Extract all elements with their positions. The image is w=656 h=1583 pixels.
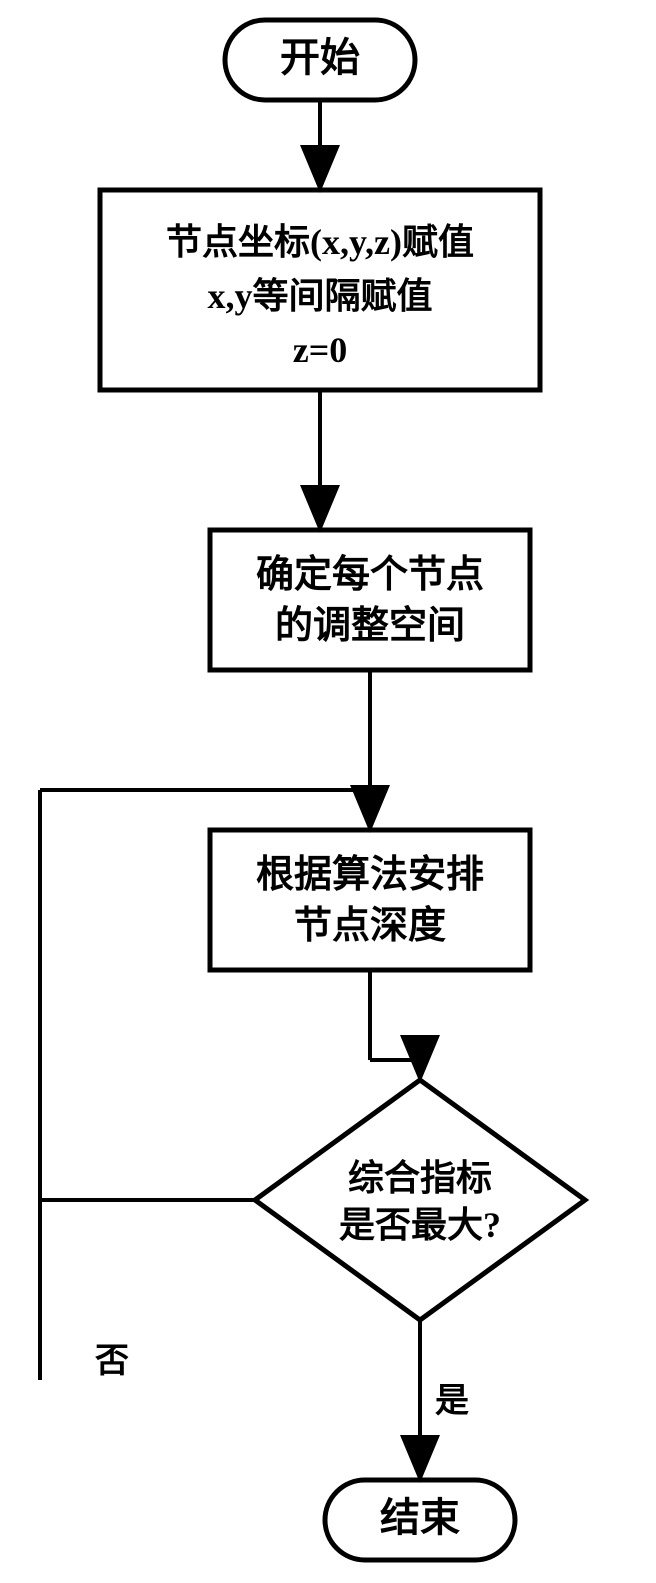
end-label: 结束 bbox=[325, 1492, 515, 1544]
decision-label: 综合指标 是否最大? bbox=[280, 1155, 560, 1249]
init-label: 节点坐标(x,y,z)赋值 x,y等间隔赋值 z=0 bbox=[100, 215, 540, 377]
depth-label: 根据算法安排 节点深度 bbox=[210, 850, 530, 953]
no-label: 否 bbox=[95, 1340, 155, 1384]
start-label: 开始 bbox=[225, 32, 415, 84]
yes-label: 是 bbox=[435, 1380, 495, 1424]
space-label: 确定每个节点 的调整空间 bbox=[210, 550, 530, 653]
